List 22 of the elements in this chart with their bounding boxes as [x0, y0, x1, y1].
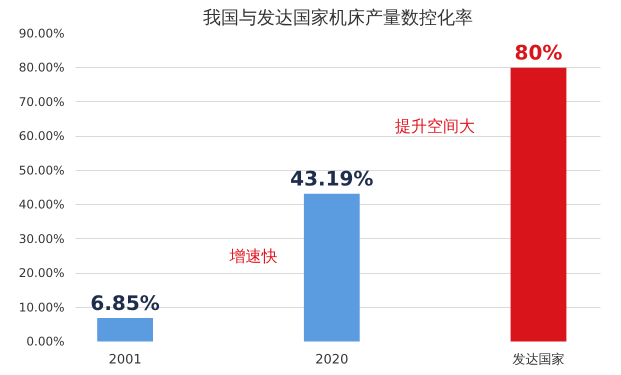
y-tick-label: 40.00% [18, 198, 65, 212]
y-tick-label: 10.00% [18, 300, 65, 314]
bar [97, 318, 154, 342]
y-tick-label: 30.00% [18, 232, 65, 246]
chart-title: 我国与发达国家机床产量数控化率 [203, 8, 473, 28]
y-tick-label: 50.00% [18, 163, 65, 178]
y-tick-label: 60.00% [18, 129, 65, 144]
y-tick-label: 0.00% [26, 334, 65, 348]
bar [510, 68, 566, 342]
y-tick-label: 70.00% [18, 94, 65, 109]
annotation: 提升空间大 [395, 116, 476, 136]
x-tick-label: 2001 [108, 352, 142, 368]
data-label: 80% [514, 40, 562, 65]
y-tick-label: 20.00% [18, 266, 65, 280]
x-tick-label: 2020 [315, 352, 348, 368]
y-tick-label: 90.00% [18, 26, 65, 40]
bar [304, 194, 360, 342]
data-label: 6.85% [90, 291, 160, 316]
data-label: 43.19% [290, 166, 374, 191]
x-tick-label: 发达国家 [512, 352, 564, 368]
y-tick-label: 80.00% [18, 60, 65, 75]
annotation: 增速快 [228, 246, 278, 266]
